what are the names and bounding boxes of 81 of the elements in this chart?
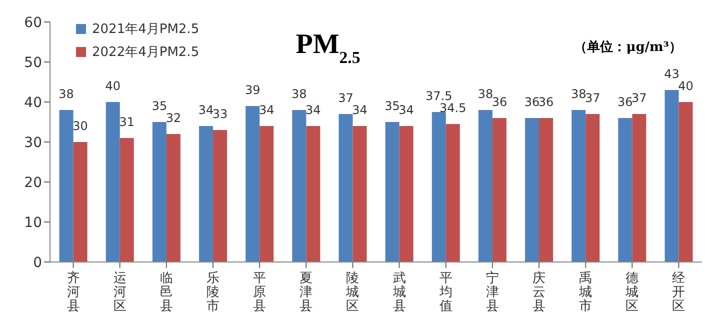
bar bbox=[385, 122, 400, 262]
y-tick-label: 20 bbox=[24, 174, 42, 191]
data-label: 39 bbox=[244, 83, 260, 97]
x-tick-label: 齐河县 bbox=[66, 271, 80, 314]
data-label: 38 bbox=[292, 87, 307, 101]
bar bbox=[446, 124, 460, 262]
x-tick-label: 夏津县 bbox=[300, 271, 313, 314]
y-tick-label: 50 bbox=[24, 54, 42, 71]
data-label: 37 bbox=[338, 91, 354, 105]
data-label: 37.5 bbox=[426, 89, 452, 103]
bar bbox=[306, 126, 320, 262]
data-label: 34 bbox=[398, 103, 414, 117]
data-label: 36 bbox=[538, 95, 554, 109]
data-label: 34 bbox=[198, 103, 214, 117]
data-label: 36 bbox=[492, 95, 508, 109]
x-tick-label: 德城区 bbox=[624, 271, 639, 314]
x-tick-label: 运河区 bbox=[113, 271, 126, 314]
bar bbox=[213, 130, 228, 262]
data-label: 43 bbox=[664, 67, 680, 81]
x-tick-label: 平原县 bbox=[253, 271, 266, 314]
bar bbox=[399, 126, 414, 262]
bar bbox=[59, 110, 74, 262]
bar bbox=[432, 112, 446, 262]
bar bbox=[492, 118, 506, 262]
data-label: 35 bbox=[384, 99, 400, 113]
data-label: 30 bbox=[72, 119, 88, 133]
x-tick-label: 平均值 bbox=[438, 271, 452, 314]
bar bbox=[120, 138, 134, 262]
legend-label: 2021年4月PM2.5 bbox=[91, 21, 200, 38]
data-label: 32 bbox=[166, 111, 182, 125]
annotation: （单位：μg/m³） bbox=[574, 39, 682, 56]
bar bbox=[632, 114, 646, 262]
data-label: 38 bbox=[478, 87, 494, 101]
data-label: 37 bbox=[632, 91, 647, 105]
chart-title: PM$_{2.5}$ bbox=[296, 29, 360, 66]
data-label: 37 bbox=[584, 91, 600, 105]
x-tick-label: 禹城市 bbox=[578, 271, 592, 314]
x-tick-label: 乐陵市 bbox=[206, 271, 220, 314]
y-tick-label: 40 bbox=[24, 94, 42, 111]
bar bbox=[352, 126, 367, 262]
data-label: 31 bbox=[119, 115, 135, 129]
bar bbox=[572, 110, 586, 262]
bar bbox=[664, 90, 679, 262]
bar bbox=[586, 114, 600, 262]
bar bbox=[338, 114, 353, 262]
bar bbox=[166, 134, 180, 262]
x-tick-label: 经开区 bbox=[672, 271, 686, 314]
data-label: 38 bbox=[58, 87, 74, 101]
data-label: 34 bbox=[306, 103, 321, 117]
bar bbox=[478, 110, 492, 262]
bar bbox=[678, 102, 693, 262]
bar bbox=[525, 118, 540, 262]
y-tick-label: 10 bbox=[24, 214, 42, 231]
data-label: 36 bbox=[618, 95, 633, 109]
bar bbox=[73, 142, 88, 262]
legend-label: 2022年4月PM2.5 bbox=[91, 44, 200, 61]
x-tick-label: 宁津县 bbox=[486, 270, 499, 314]
x-tick-label: 临邑县 bbox=[160, 271, 173, 314]
data-label: 38 bbox=[570, 87, 586, 101]
y-tick-label: 0 bbox=[33, 254, 42, 271]
data-label: 40 bbox=[105, 79, 121, 93]
data-label: 40 bbox=[678, 79, 694, 93]
bar bbox=[246, 106, 260, 262]
bar bbox=[106, 102, 120, 262]
data-label: 34.5 bbox=[440, 101, 466, 115]
bar bbox=[152, 122, 166, 262]
bar bbox=[199, 126, 214, 262]
data-label: 33 bbox=[212, 107, 228, 121]
bar bbox=[618, 118, 632, 262]
data-label: 36 bbox=[524, 95, 540, 109]
y-tick-label: 30 bbox=[24, 134, 42, 151]
bar bbox=[539, 118, 554, 262]
x-tick-label: 庆云县 bbox=[532, 271, 546, 314]
bar bbox=[260, 126, 274, 262]
data-label: 34 bbox=[258, 103, 274, 117]
x-tick-label: 武城县 bbox=[392, 271, 406, 314]
x-tick-label: 陵城区 bbox=[345, 271, 360, 314]
y-tick-label: 60 bbox=[24, 14, 42, 31]
data-label: 34 bbox=[352, 103, 368, 117]
data-label: 35 bbox=[152, 99, 168, 113]
bar bbox=[292, 110, 306, 262]
